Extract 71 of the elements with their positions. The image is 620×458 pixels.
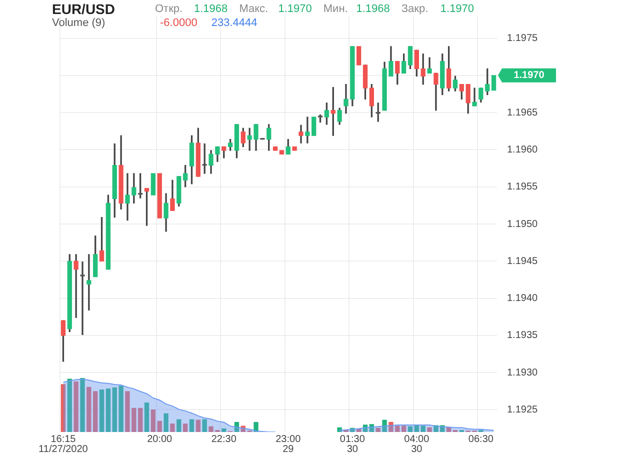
- bar: [138, 408, 143, 432]
- bar: [80, 378, 85, 432]
- text: 1.1970: [440, 3, 474, 15]
- candlestick: [298, 124, 304, 144]
- bar: [382, 420, 387, 432]
- y-tick-label: 1.1950: [507, 218, 538, 230]
- candlestick: [272, 146, 278, 151]
- bar: [176, 419, 182, 432]
- annotation: -6.0000: [160, 17, 198, 29]
- candlestick: [491, 75, 496, 91]
- candlestick: [157, 173, 162, 218]
- chart-title: Volume (9): [52, 17, 106, 29]
- text: Макс.: [239, 3, 268, 15]
- bar: [420, 426, 426, 432]
- bar: [182, 424, 188, 432]
- y-tick-label: 1.1955: [507, 182, 538, 193]
- candlestick: [312, 116, 316, 136]
- bar: [408, 426, 413, 432]
- y-tick-label: 1.1935: [507, 330, 538, 342]
- bar: [60, 384, 66, 432]
- bar: [196, 420, 200, 432]
- bar: [446, 427, 452, 432]
- bar: [157, 420, 162, 432]
- annotation: 233.4444: [211, 17, 258, 29]
- y-tick-label: 1.1925: [507, 404, 538, 416]
- bar: [222, 428, 226, 432]
- candlestick: [279, 150, 284, 154]
- bar: [254, 422, 258, 432]
- chart-title: EUR/USD: [52, 1, 116, 17]
- y-tick-label: 1.1930: [507, 367, 538, 378]
- bar: [144, 402, 150, 432]
- text: 1.1968: [194, 3, 228, 15]
- bar: [376, 428, 380, 432]
- candlestick: [292, 146, 297, 151]
- bar: [99, 390, 104, 432]
- text: Закр.: [401, 3, 428, 15]
- candlestick: [80, 262, 85, 336]
- candlestick: [356, 46, 362, 66]
- bar: [170, 424, 175, 432]
- bar: [189, 419, 194, 432]
- text: 1.1968: [356, 3, 390, 15]
- text: Откр.: [155, 3, 183, 15]
- bar: [337, 427, 342, 432]
- y-tick-label: 1.1965: [507, 107, 538, 118]
- bar: [106, 388, 111, 432]
- bar: [93, 391, 98, 432]
- text: 1.1970: [278, 3, 312, 15]
- x-tick-label: 04:00 30: [404, 434, 430, 455]
- candlestick: [150, 173, 156, 196]
- bar: [401, 426, 406, 432]
- candlestick: [472, 88, 477, 106]
- bar: [427, 427, 432, 432]
- text: Мин.: [323, 3, 348, 15]
- candlestick: [74, 254, 78, 318]
- text: 1.1970: [514, 70, 545, 82]
- x-tick-label: 16:15 11/27/2020: [38, 434, 88, 455]
- bar: [86, 386, 92, 432]
- x-tick-label: 01:30 30: [340, 434, 366, 455]
- x-tick-label: 06:30: [468, 434, 494, 445]
- bar: [67, 378, 72, 432]
- x-tick-label: 23:00 29: [276, 434, 302, 455]
- y-tick-label: 1.1945: [507, 256, 538, 267]
- x-tick-label: 22:30: [211, 434, 237, 445]
- x-tick-label: 20:00: [147, 434, 173, 445]
- bar: [202, 419, 207, 432]
- bar: [164, 413, 168, 432]
- bar: [150, 410, 156, 432]
- y-tick-label: 1.1975: [507, 33, 538, 44]
- y-tick-label: 1.1960: [507, 144, 538, 156]
- y-tick-label: 1.1940: [507, 293, 538, 304]
- bar: [74, 381, 78, 432]
